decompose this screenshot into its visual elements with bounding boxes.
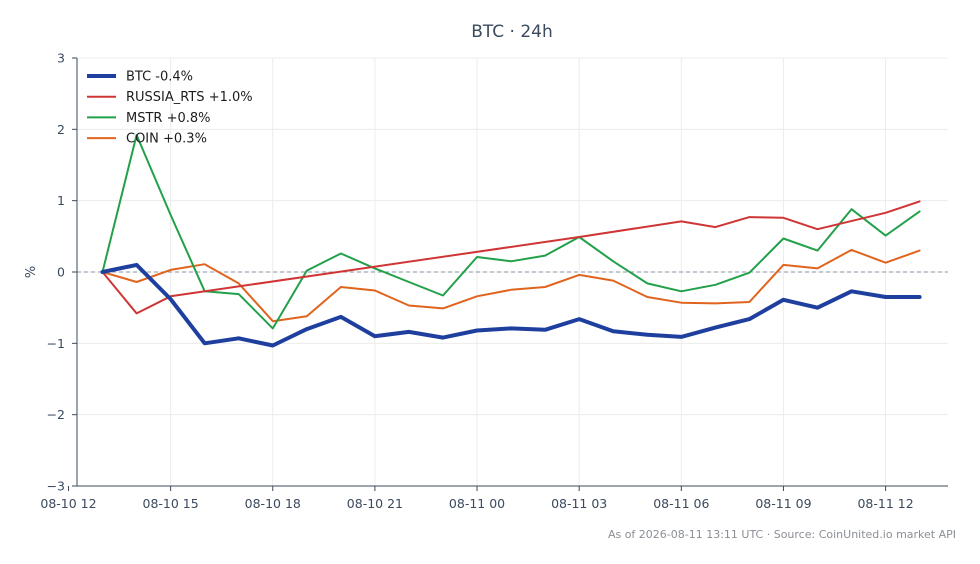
x-tick-label: 08-11 12 xyxy=(857,496,913,511)
y-tick-label: 1 xyxy=(57,193,65,208)
y-tick-label: 0 xyxy=(57,265,65,280)
x-tick-label: 08-11 09 xyxy=(755,496,811,511)
y-tick-label: −1 xyxy=(47,336,65,351)
x-tick-label: 08-10 15 xyxy=(143,496,199,511)
axes: 3 2 1 0 −1 −2 −3 08-10 12 08-10 15 08-10 18 08-10 … xyxy=(40,51,948,511)
chart-title: BTC · 24h xyxy=(471,22,553,42)
legend-label-russia-rts: RUSSIA_RTS +1.0% xyxy=(126,90,253,105)
x-tick-label: 08-11 03 xyxy=(551,496,607,511)
x-tick-label: 08-11 00 xyxy=(449,496,505,511)
series-lines xyxy=(100,134,922,348)
legend-label-coin: COIN +0.3% xyxy=(126,132,207,147)
y-tick-label: 3 xyxy=(57,51,65,66)
series-line-btc xyxy=(100,262,922,348)
series-line-mstr xyxy=(101,134,921,330)
x-tick-label: 08-10 18 xyxy=(245,496,301,511)
series-line-russia-rts xyxy=(101,200,921,315)
y-tick-label: −2 xyxy=(47,407,65,422)
y-tick-label: −3 xyxy=(47,479,65,494)
y-axis-label: % xyxy=(24,266,39,278)
legend-label-btc: BTC -0.4% xyxy=(126,70,193,85)
footer-source: As of 2026-08-11 13:11 UTC · Source: Coi… xyxy=(608,528,956,541)
legend-label-mstr: MSTR +0.8% xyxy=(126,111,211,126)
x-tick-label: 08-11 06 xyxy=(653,496,709,511)
x-tick-label: 08-10 21 xyxy=(347,496,403,511)
y-tick-label: 2 xyxy=(57,122,65,137)
legend: BTC -0.4% RUSSIA_RTS +1.0% MSTR +0.8% COIN … xyxy=(87,70,253,147)
x-tick-label: 08-10 12 xyxy=(40,496,96,511)
series-line-coin xyxy=(101,248,921,323)
